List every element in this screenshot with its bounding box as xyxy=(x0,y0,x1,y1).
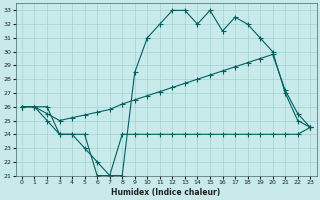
X-axis label: Humidex (Indice chaleur): Humidex (Indice chaleur) xyxy=(111,188,221,197)
